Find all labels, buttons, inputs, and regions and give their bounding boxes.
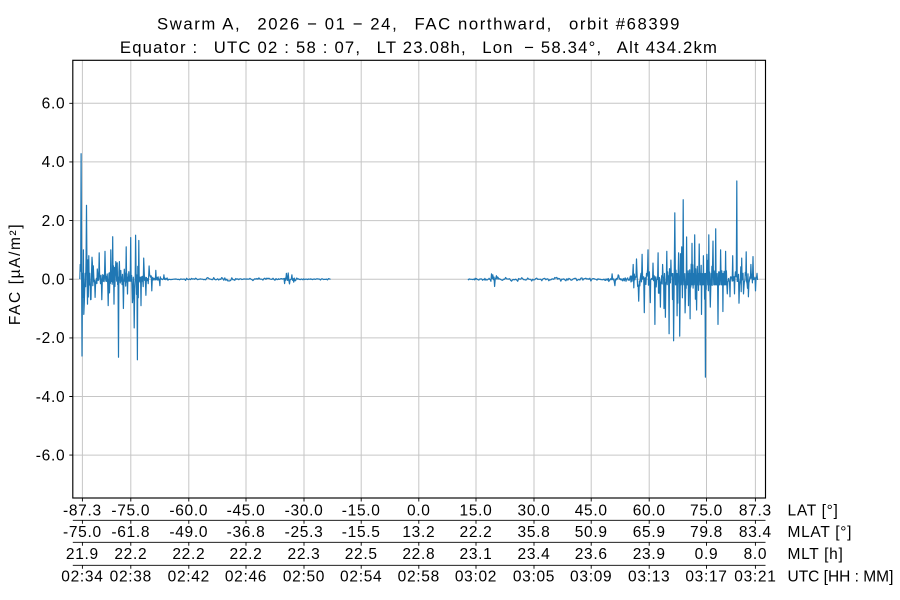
svg-text:LAT [°]: LAT [°]: [788, 502, 839, 519]
svg-text:-45.0: -45.0: [227, 502, 266, 519]
svg-text:03:17: 03:17: [685, 568, 727, 585]
svg-text:15.0: 15.0: [460, 502, 493, 519]
svg-text:22.2: 22.2: [114, 546, 147, 563]
svg-text:2.0: 2.0: [42, 213, 66, 230]
svg-text:75.0: 75.0: [690, 502, 723, 519]
svg-text:83.4: 83.4: [739, 524, 772, 541]
svg-text:FAC [µA/m²]: FAC [µA/m²]: [7, 223, 24, 325]
svg-text:03:13: 03:13: [628, 568, 670, 585]
svg-text:02:54: 02:54: [340, 568, 382, 585]
svg-text:02:46: 02:46: [225, 568, 267, 585]
svg-text:02:50: 02:50: [283, 568, 325, 585]
svg-text:-36.8: -36.8: [227, 524, 266, 541]
svg-text:02:34: 02:34: [61, 568, 103, 585]
svg-text:22.2: 22.2: [172, 546, 205, 563]
svg-text:-75.0: -75.0: [63, 524, 102, 541]
svg-text:-30.0: -30.0: [285, 502, 324, 519]
svg-text:-15.0: -15.0: [342, 502, 381, 519]
svg-text:02:38: 02:38: [110, 568, 152, 585]
svg-text:Equator : UTC 02 : 58 : 07,: Equator : UTC 02 : 58 : 07, LT 23.08h, L…: [120, 38, 718, 57]
svg-text:22.2: 22.2: [230, 546, 263, 563]
svg-text:65.9: 65.9: [633, 524, 666, 541]
svg-text:Swarm A, 2026 − 01 − 24, FAC: Swarm A, 2026 − 01 − 24, FAC northward, …: [157, 14, 681, 33]
svg-text:60.0: 60.0: [633, 502, 666, 519]
svg-text:23.6: 23.6: [575, 546, 608, 563]
svg-text:0.9: 0.9: [695, 546, 719, 563]
svg-text:50.9: 50.9: [575, 524, 608, 541]
svg-text:23.1: 23.1: [460, 546, 493, 563]
svg-text:6.0: 6.0: [42, 96, 66, 113]
svg-text:02:42: 02:42: [168, 568, 210, 585]
svg-text:23.9: 23.9: [633, 546, 666, 563]
svg-text:03:02: 03:02: [455, 568, 497, 585]
svg-text:22.3: 22.3: [288, 546, 321, 563]
svg-text:02:58: 02:58: [398, 568, 440, 585]
svg-text:03:21: 03:21: [734, 568, 776, 585]
svg-text:-87.3: -87.3: [63, 502, 102, 519]
svg-text:22.8: 22.8: [402, 546, 435, 563]
svg-text:-25.3: -25.3: [285, 524, 324, 541]
svg-text:-6.0: -6.0: [36, 447, 66, 464]
svg-text:30.0: 30.0: [518, 502, 551, 519]
svg-text:35.8: 35.8: [518, 524, 551, 541]
svg-text:45.0: 45.0: [575, 502, 608, 519]
svg-text:13.2: 13.2: [402, 524, 435, 541]
svg-text:23.4: 23.4: [518, 546, 551, 563]
svg-text:-4.0: -4.0: [36, 389, 66, 406]
svg-text:MLAT [°]: MLAT [°]: [788, 524, 853, 541]
svg-text:22.5: 22.5: [345, 546, 378, 563]
svg-text:-49.0: -49.0: [169, 524, 208, 541]
svg-text:MLT [h]: MLT [h]: [788, 546, 844, 563]
svg-text:79.8: 79.8: [690, 524, 723, 541]
svg-text:-2.0: -2.0: [36, 330, 66, 347]
svg-text:87.3: 87.3: [739, 502, 772, 519]
svg-text:UTC [HH : MM]: UTC [HH : MM]: [788, 568, 894, 585]
svg-text:-61.8: -61.8: [111, 524, 150, 541]
svg-text:0.0: 0.0: [42, 272, 66, 289]
svg-text:21.9: 21.9: [66, 546, 99, 563]
svg-text:-15.5: -15.5: [342, 524, 381, 541]
svg-text:4.0: 4.0: [42, 154, 66, 171]
svg-text:22.2: 22.2: [460, 524, 493, 541]
svg-text:-60.0: -60.0: [169, 502, 208, 519]
svg-text:-75.0: -75.0: [111, 502, 150, 519]
svg-text:03:05: 03:05: [513, 568, 555, 585]
svg-text:03:09: 03:09: [570, 568, 612, 585]
svg-text:0.0: 0.0: [407, 502, 431, 519]
svg-text:8.0: 8.0: [744, 546, 768, 563]
